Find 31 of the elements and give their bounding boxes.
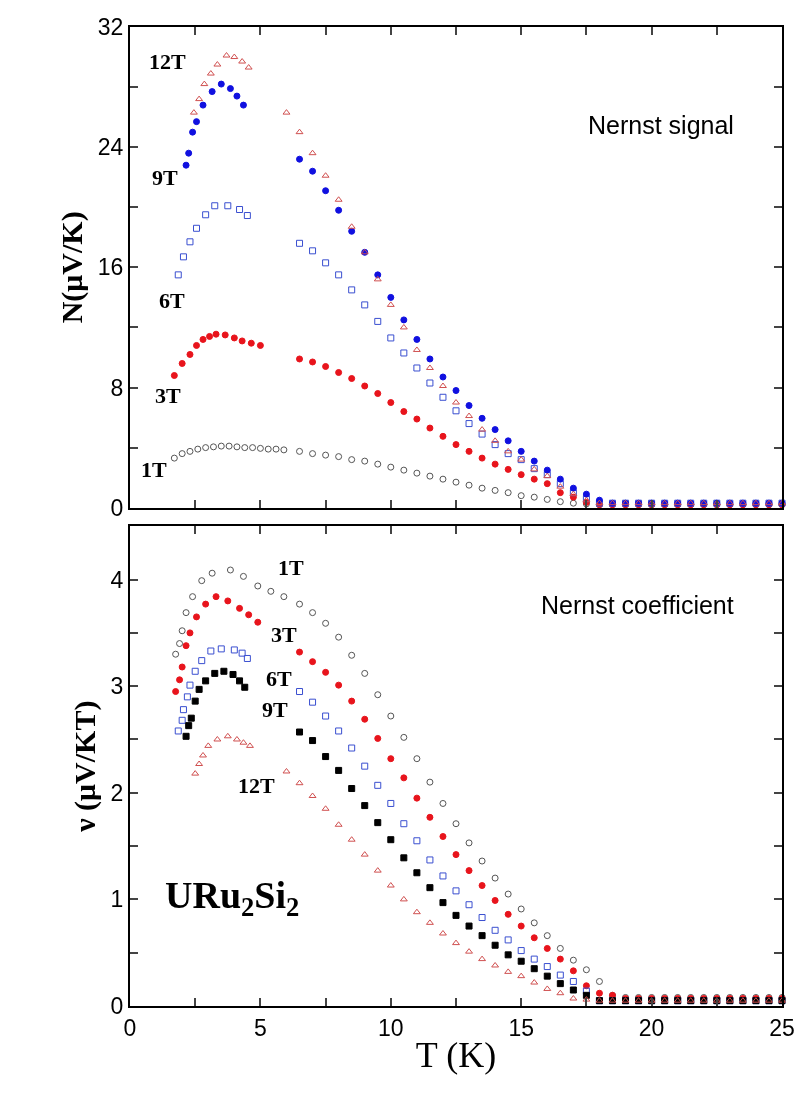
x-tick-label: 15 xyxy=(508,1014,534,1041)
x-tick-label: 20 xyxy=(638,1014,665,1041)
y-tick-label: 16 xyxy=(97,254,124,281)
series-label: 9T xyxy=(262,697,288,722)
x-tick-label: 10 xyxy=(378,1014,404,1041)
x-tick-label: 5 xyxy=(254,1014,267,1041)
x-axis-title: T (K) xyxy=(415,1034,497,1075)
series-label: 3T xyxy=(155,383,181,408)
series-label: 6T xyxy=(159,288,185,313)
y-tick-label: 0 xyxy=(110,494,124,521)
series-label: 12T xyxy=(238,773,275,798)
y-tick-label: 1 xyxy=(110,886,124,913)
annotation: URu$_{2}$Si$_{2}$ xyxy=(165,874,300,922)
y-tick-label: 8 xyxy=(110,374,124,401)
y-axis-title: N(μV/K) xyxy=(55,211,90,324)
y-tick-label: 2 xyxy=(110,779,124,806)
series-label: 9T xyxy=(152,165,178,190)
y-axis-title: ν (μV/KT) xyxy=(68,700,103,833)
series-label: 1T xyxy=(141,457,167,482)
series-label: 3T xyxy=(271,622,297,647)
series-label: 1T xyxy=(278,555,304,580)
annotation: Nernst coefficient xyxy=(541,591,734,619)
series-label: 12T xyxy=(149,49,186,74)
y-tick-label: 3 xyxy=(110,673,124,700)
series-label: 6T xyxy=(266,666,292,691)
y-tick-label: 24 xyxy=(97,134,124,161)
y-tick-label: 32 xyxy=(97,14,124,41)
y-tick-label: 0 xyxy=(110,993,124,1020)
y-tick-label: 4 xyxy=(110,566,124,593)
annotation: Nernst signal xyxy=(588,111,734,139)
x-tick-label: 25 xyxy=(769,1014,795,1041)
